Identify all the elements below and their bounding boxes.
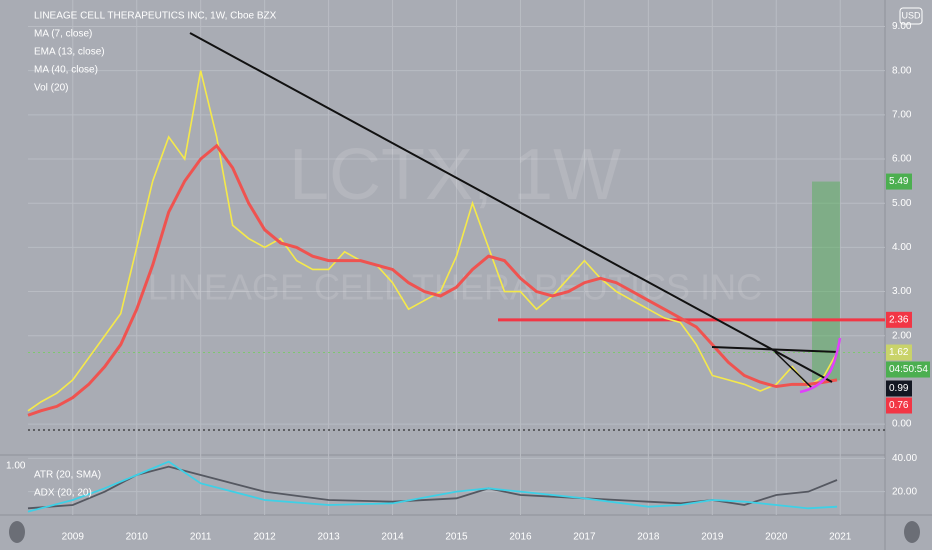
y-tick-label: 7.00 xyxy=(892,109,912,120)
x-tick-label: 2017 xyxy=(573,532,596,543)
series-line xyxy=(27,143,838,417)
watermark: LCTX, 1W xyxy=(289,135,621,215)
scroll-left[interactable] xyxy=(9,521,25,543)
legend-ma7: MA (7, close) xyxy=(34,29,92,40)
x-tick-label: 2019 xyxy=(701,532,724,543)
legend-ema13: EMA (13, close) xyxy=(34,47,105,58)
y-tick-label: 8.00 xyxy=(892,65,912,76)
legend-ma40: MA (40, close) xyxy=(34,65,98,76)
countdown-box xyxy=(886,361,930,378)
currency-box[interactable] xyxy=(899,7,923,25)
x-tick-label: 2011 xyxy=(190,532,212,543)
price-label-box xyxy=(886,344,912,361)
y-tick-label: 5.00 xyxy=(892,198,912,209)
y-tick-label: 40.00 xyxy=(892,453,917,464)
projection-curve xyxy=(799,337,842,394)
pane-scale: 1.00 xyxy=(6,461,26,472)
countdown: 04:50:54 xyxy=(889,364,928,375)
price-label: 2.36 xyxy=(889,314,909,325)
x-tick-label: 2013 xyxy=(317,532,340,543)
price-label-box xyxy=(886,380,912,397)
scroll-right[interactable] xyxy=(904,521,920,543)
y-tick-label: 4.00 xyxy=(892,242,912,253)
marks xyxy=(27,70,885,513)
trend-line xyxy=(711,346,839,353)
series-line xyxy=(27,70,838,412)
x-tick-label: 2012 xyxy=(254,532,277,543)
price-label-box xyxy=(886,311,912,328)
series-line xyxy=(27,460,838,513)
y-tick-label: 2.00 xyxy=(892,330,912,341)
legend-atr: ATR (20, SMA) xyxy=(34,470,101,481)
price-label-box xyxy=(886,173,912,190)
y-tick-label: 0.00 xyxy=(892,419,912,430)
price-label: 0.76 xyxy=(889,400,909,411)
x-tick-label: 2009 xyxy=(62,532,85,543)
legend-adx: ADX (20, 20) xyxy=(34,488,92,499)
price-label: 5.49 xyxy=(889,176,909,187)
legend-vol: Vol (20) xyxy=(34,83,68,94)
price-label: 1.62 xyxy=(889,347,909,358)
x-tick-label: 2010 xyxy=(126,532,149,543)
x-tick-label: 2021 xyxy=(829,532,852,543)
trend-line xyxy=(774,351,813,389)
x-tick-label: 2016 xyxy=(509,532,532,543)
price-label: 0.99 xyxy=(889,383,909,394)
x-tick-label: 2015 xyxy=(445,532,468,543)
y-tick-label: 6.00 xyxy=(892,154,912,165)
x-tick-label: 2014 xyxy=(381,532,404,543)
trend-line xyxy=(189,32,833,383)
price-label-box xyxy=(886,397,912,414)
title: LINEAGE CELL THERAPEUTICS INC, 1W, Cboe … xyxy=(34,11,277,22)
y-tick-label: 9.00 xyxy=(892,21,912,32)
series-line xyxy=(27,465,838,510)
currency[interactable]: USD xyxy=(901,10,921,20)
x-tick-label: 2020 xyxy=(765,532,788,543)
y-tick-label: 20.00 xyxy=(892,486,917,497)
grid xyxy=(28,0,885,515)
y-tick-label: 3.00 xyxy=(892,286,912,297)
target-zone xyxy=(812,181,840,381)
x-tick-label: 2018 xyxy=(637,532,660,543)
